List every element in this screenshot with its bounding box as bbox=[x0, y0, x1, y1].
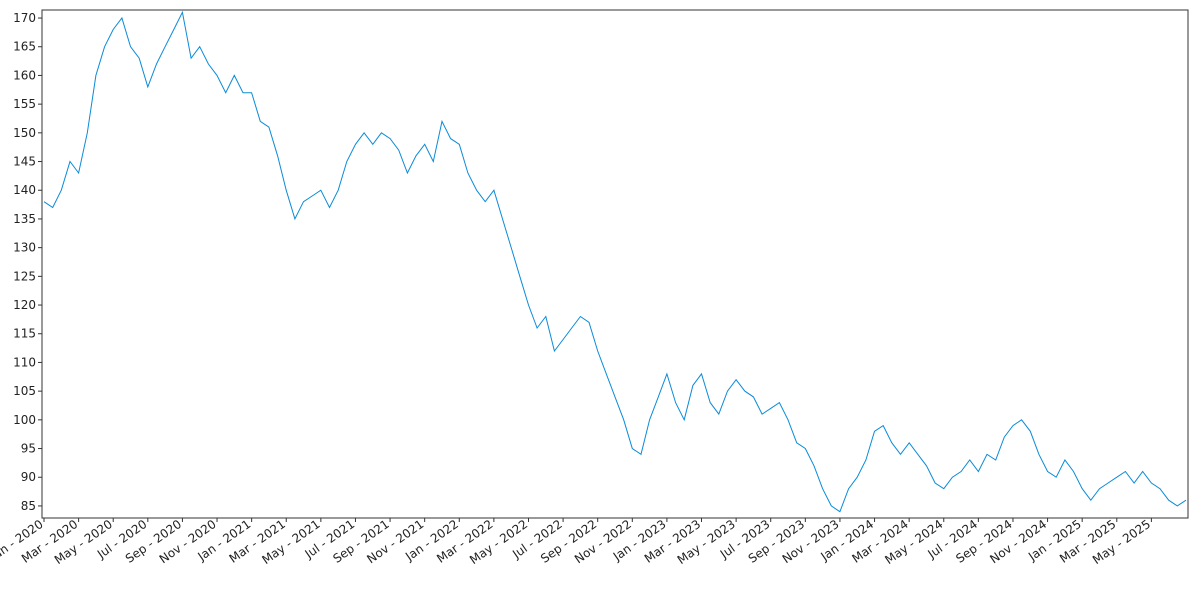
y-tick-label: 165 bbox=[13, 40, 36, 54]
y-tick-label: 130 bbox=[13, 241, 36, 255]
y-tick-label: 110 bbox=[13, 355, 36, 369]
y-tick-label: 135 bbox=[13, 212, 36, 226]
y-tick-label: 95 bbox=[21, 442, 36, 456]
y-tick-label: 170 bbox=[13, 11, 36, 25]
plot-frame bbox=[41, 9, 1189, 519]
y-tick-label: 85 bbox=[21, 499, 36, 513]
y-tick-label: 160 bbox=[13, 68, 36, 82]
y-tick-label: 140 bbox=[13, 183, 36, 197]
y-tick-label: 125 bbox=[13, 269, 36, 283]
y-tick-label: 120 bbox=[13, 298, 36, 312]
y-tick-label: 105 bbox=[13, 384, 36, 398]
y-tick-label: 155 bbox=[13, 97, 36, 111]
y-tick-label: 90 bbox=[21, 470, 36, 484]
y-tick-label: 100 bbox=[13, 413, 36, 427]
y-tick-label: 115 bbox=[13, 327, 36, 341]
y-tick-label: 150 bbox=[13, 126, 36, 140]
y-tick-label: 145 bbox=[13, 155, 36, 169]
line-series bbox=[43, 10, 1187, 513]
